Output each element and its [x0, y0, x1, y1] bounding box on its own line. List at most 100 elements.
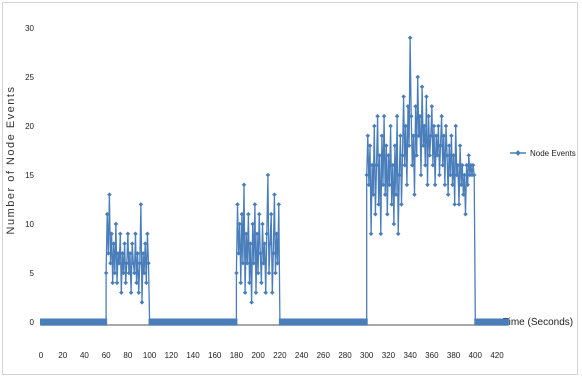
data-point-marker — [235, 202, 240, 207]
data-point-marker — [139, 300, 145, 305]
data-point-marker — [369, 162, 375, 168]
data-point-marker — [388, 123, 393, 129]
data-point-marker — [114, 280, 120, 286]
data-point-marker — [412, 192, 417, 197]
data-point-marker — [462, 172, 467, 178]
x-tick-label: 420 — [490, 351, 504, 360]
x-tick-label: 160 — [208, 351, 222, 360]
x-tick-label: 280 — [338, 351, 352, 360]
data-point-marker — [414, 153, 419, 158]
data-point-marker — [400, 153, 405, 158]
data-point-marker — [378, 231, 384, 237]
data-point-marker — [451, 153, 456, 158]
data-point-marker — [437, 172, 442, 178]
data-point-marker — [445, 192, 451, 197]
data-point-marker — [111, 241, 117, 246]
y-tick-label: 25 — [25, 73, 34, 82]
data-point-marker — [132, 270, 137, 276]
zero-marker-band — [148, 318, 238, 326]
data-point-marker — [420, 143, 426, 148]
data-point-marker — [374, 162, 379, 168]
data-point-marker — [430, 162, 436, 168]
x-tick-label: 340 — [403, 351, 417, 360]
data-point-marker — [109, 231, 114, 237]
series-line — [41, 37, 508, 323]
data-point-marker — [107, 192, 112, 197]
x-tick-label: 40 — [80, 351, 89, 360]
data-point-marker — [464, 162, 469, 168]
data-point-marker — [417, 113, 423, 119]
data-point-marker — [452, 202, 457, 207]
data-point-marker — [442, 182, 448, 188]
data-point-marker — [465, 182, 470, 188]
x-tick-label: 400 — [469, 351, 483, 360]
data-point-marker — [440, 162, 445, 168]
data-point-marker — [373, 211, 378, 217]
data-point-marker — [403, 123, 409, 129]
x-tick-label: 260 — [317, 351, 331, 360]
data-point-marker — [376, 202, 381, 207]
data-point-marker — [436, 123, 441, 129]
data-point-marker — [144, 280, 149, 286]
data-point-marker — [260, 221, 265, 227]
data-point-marker — [381, 113, 387, 119]
data-point-marker — [399, 202, 404, 207]
data-point-marker — [271, 251, 276, 256]
data-point-marker — [133, 231, 138, 237]
data-point-marker — [415, 74, 421, 80]
data-point-marker — [439, 113, 444, 119]
x-tick-label: 220 — [273, 351, 287, 360]
data-point-marker — [401, 94, 406, 99]
data-point-marker — [379, 133, 385, 139]
data-point-marker — [402, 162, 407, 168]
data-point-marker — [122, 241, 127, 246]
data-point-marker — [470, 162, 476, 168]
data-point-marker — [425, 182, 430, 188]
data-point-marker — [375, 113, 380, 119]
x-tick-label: 240 — [295, 351, 309, 360]
y-tick-label: 0 — [30, 318, 35, 327]
x-tick-label: 300 — [360, 351, 374, 360]
y-tick-label: 20 — [25, 122, 34, 131]
x-tick-label: 100 — [143, 351, 157, 360]
data-point-marker — [124, 260, 130, 266]
x-tick-label: 380 — [447, 351, 461, 360]
x-axis-label: Time (Seconds) — [503, 317, 573, 328]
zero-marker-band — [474, 318, 509, 326]
data-point-marker — [419, 84, 425, 90]
data-point-marker — [119, 290, 124, 295]
data-point-marker — [275, 260, 280, 266]
data-point-marker — [113, 221, 119, 227]
legend-label: Node Events — [530, 149, 576, 158]
x-tick-label: 320 — [382, 351, 396, 360]
data-point-marker — [115, 251, 121, 256]
chart-frame — [2, 2, 578, 375]
data-point-marker — [463, 211, 468, 217]
data-point-marker — [466, 153, 472, 158]
data-point-marker — [455, 162, 461, 168]
data-point-marker — [265, 172, 271, 178]
data-point-marker — [404, 182, 410, 188]
data-point-marker — [372, 123, 377, 129]
data-point-marker — [136, 290, 141, 295]
data-point-marker — [261, 260, 266, 266]
legend-marker — [515, 150, 521, 156]
x-tick-label: 60 — [102, 351, 111, 360]
x-tick-label: 180 — [230, 351, 244, 360]
data-point-marker — [368, 231, 374, 237]
data-point-marker — [456, 202, 462, 207]
y-tick-label: 5 — [30, 269, 35, 278]
data-point-marker — [240, 260, 246, 266]
data-point-marker — [126, 270, 132, 276]
y-axis-label: Number of Node Events — [5, 86, 17, 235]
data-point-marker — [389, 202, 394, 207]
data-point-marker — [423, 162, 428, 168]
data-point-marker — [385, 211, 390, 217]
x-tick-label: 0 — [39, 351, 44, 360]
data-point-marker — [112, 270, 118, 276]
data-point-marker — [234, 270, 239, 276]
x-tick-label: 360 — [425, 351, 439, 360]
data-point-marker — [429, 104, 435, 109]
data-point-marker — [123, 280, 128, 286]
data-point-marker — [424, 94, 429, 99]
